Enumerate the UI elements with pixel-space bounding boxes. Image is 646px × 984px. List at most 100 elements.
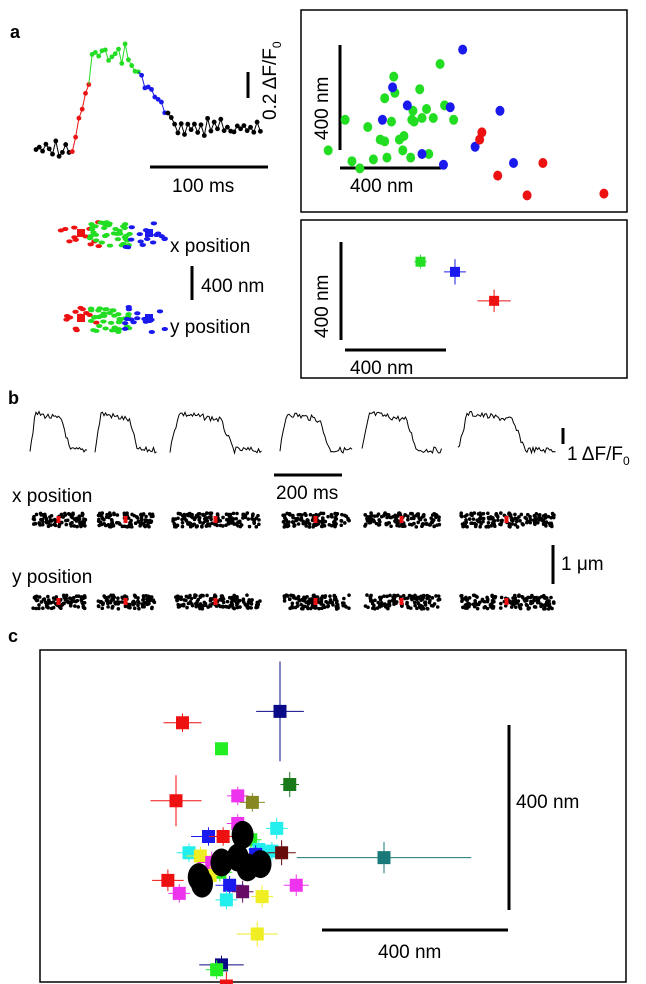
a-mean-points: [414, 254, 511, 313]
b-ypos-point: [370, 601, 375, 606]
b-xpos-point: [517, 515, 521, 519]
a-scatter-point: [470, 141, 480, 152]
b-xpos-point: [78, 522, 82, 527]
b-ypos-point: [76, 605, 81, 609]
b-xpos-point: [52, 517, 57, 522]
b-ypos-point: [385, 594, 389, 599]
c-ellipse: [191, 869, 213, 898]
a-trace-point: [60, 149, 65, 155]
a-scatter-point: [407, 114, 417, 125]
b-transient-trace: [457, 410, 556, 455]
b-ypos-point: [282, 594, 287, 598]
b-ypos-point: [309, 600, 314, 605]
a-scatter-box: [300, 9, 628, 213]
b-ypos-point-mark: [504, 598, 509, 605]
b-xpos-point: [40, 522, 45, 527]
b-ypos-point: [82, 595, 87, 599]
b-xpos-point: [459, 511, 464, 515]
a-scatter-point: [363, 122, 373, 132]
b-ypos-point: [532, 605, 537, 609]
a-xpos-point: [113, 231, 121, 236]
b-ypos-point: [189, 596, 194, 601]
b-ypos-point: [179, 595, 184, 600]
b-xpos-point: [409, 511, 413, 516]
b-xpos-point: [72, 524, 77, 528]
a-xpos-point: [103, 223, 111, 228]
b-ypos-point: [226, 605, 231, 610]
b-xpos-point: [418, 517, 423, 522]
b-ypos-point: [491, 604, 496, 609]
b-ypos-point: [205, 593, 209, 598]
b-xpos-point: [500, 518, 504, 523]
b-ypos-point: [206, 605, 210, 609]
b-xpos-point: [205, 519, 210, 523]
b-ypos-point: [498, 606, 503, 610]
b-y-position-traces: [31, 593, 556, 611]
b-xpos-point: [298, 512, 302, 517]
a-trace-point: [102, 47, 108, 53]
b-xpos-point: [365, 516, 369, 521]
b-ypos-point: [513, 598, 518, 603]
b-ypos-point: [186, 601, 191, 606]
b-time-scale-label: 200 ms: [276, 483, 338, 504]
b-transient-trace: [29, 410, 88, 453]
b-xpos-point: [209, 511, 214, 515]
b-xpos-point: [364, 522, 368, 527]
b-ypos-point-mark: [213, 598, 218, 605]
a-ypos-point: [111, 325, 118, 330]
b-xpos-point: [470, 513, 474, 518]
b-ypos-point: [71, 595, 76, 600]
b-ypos-point: [126, 602, 131, 607]
b-xpos-point: [75, 524, 79, 529]
a-scatter-point: [422, 104, 432, 114]
b-xpos-point: [407, 522, 412, 527]
b-xpos-point: [57, 524, 61, 529]
b-ypos-point: [465, 598, 469, 602]
a-ypos-point: [130, 320, 137, 325]
b-ypos-point: [208, 597, 213, 601]
b-xpos-point: [144, 514, 148, 519]
b-xpos-point: [207, 523, 212, 528]
a-ypos-point: [109, 308, 116, 313]
b-xpos-point: [180, 520, 185, 525]
b-ypos-point: [485, 606, 490, 611]
b-xpos-point: [247, 524, 252, 529]
b-xpos-point: [38, 511, 43, 516]
b-ypos-point: [198, 595, 203, 599]
b-ypos-point: [249, 602, 254, 606]
a-ypos-point: [121, 326, 129, 331]
b-ypos-point: [37, 595, 42, 599]
b-ypos-point: [37, 606, 41, 611]
b-xpos-point: [198, 512, 202, 516]
b-ypos-point: [229, 602, 234, 606]
b-ypos-point: [498, 601, 503, 606]
b-ypos-point: [508, 600, 513, 605]
b-xpos-point: [257, 522, 261, 527]
b-ypos-point: [96, 604, 101, 608]
a-xpos-point: [71, 235, 78, 240]
b-xpos-point: [238, 520, 242, 525]
b-xpos-point: [227, 517, 231, 522]
b-ypos-point: [419, 595, 424, 599]
a-xpos-point: [98, 240, 106, 245]
b-ypos-point: [520, 594, 524, 599]
b-ypos-point: [146, 594, 150, 599]
a-xpos-point: [71, 225, 78, 230]
b-xpos-point: [216, 519, 221, 523]
b-ypos-point: [517, 593, 521, 598]
b-ypos-point: [203, 603, 208, 607]
b-xpos-point: [519, 512, 524, 517]
a-trace-point: [231, 129, 237, 135]
b-transient-trace: [94, 411, 157, 454]
b-xpos-point: [372, 514, 377, 518]
a-trace-point: [53, 138, 59, 144]
a-ypos-point: [107, 320, 115, 325]
b-ypos-point: [245, 593, 249, 597]
a-trace-point: [46, 146, 52, 152]
b-xpos-point: [313, 523, 318, 528]
a-x-position-label: x position: [170, 236, 250, 257]
a-trace-segment: [88, 54, 93, 85]
a-ypos-point: [79, 307, 86, 312]
b-ypos-point: [552, 601, 556, 605]
b-xpos-point: [389, 524, 393, 529]
